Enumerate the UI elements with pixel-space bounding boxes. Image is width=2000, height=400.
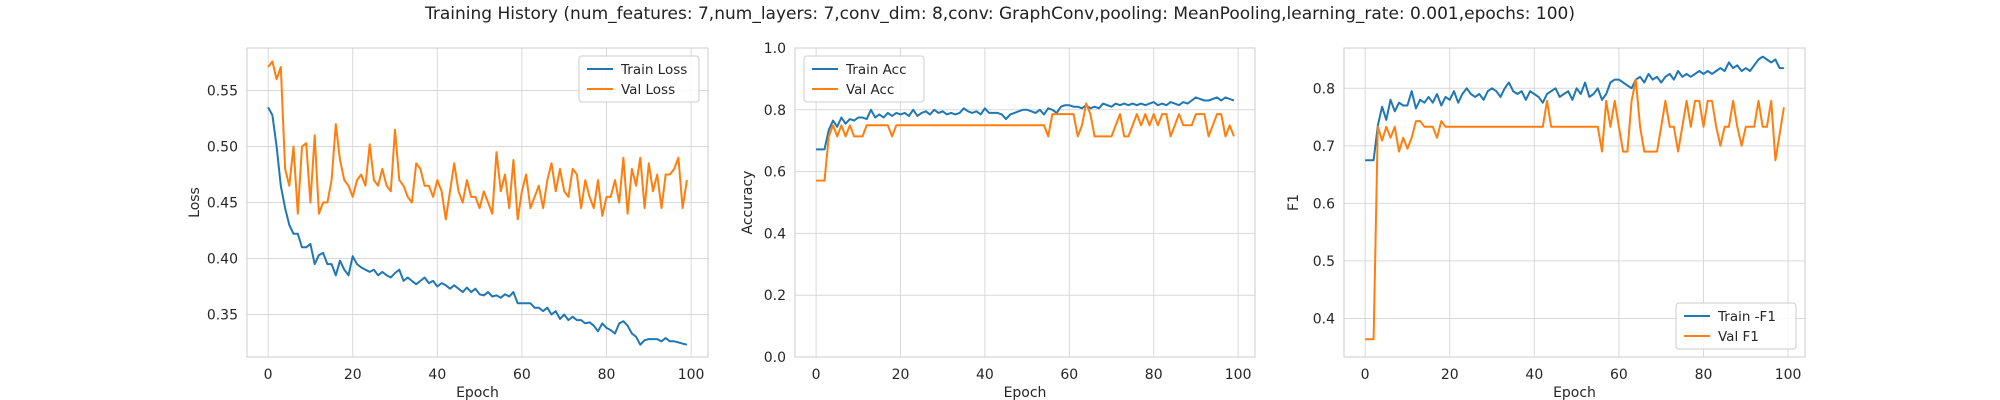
series-line-train-f1 [1365,55,1784,162]
legend-label: Train Loss [620,62,687,78]
y-tick-label: 0.45 [207,196,238,212]
axes-frame [1343,47,1806,358]
y-tick-label: 1.0 [764,41,786,57]
series-line-val-acc [816,102,1235,182]
x-axis-label: Epoch [1553,385,1596,400]
legend: Train -F1 Val F1 [1675,302,1797,350]
x-tick-label: 0 [264,367,273,383]
legend-label: Train Acc [845,62,907,78]
y-tick-label: 0.35 [207,307,238,323]
x-tick-label: 100 [1225,367,1252,383]
y-axis-label: Accuracy [740,171,756,235]
x-tick-label: 100 [1775,367,1802,383]
x-tick-label: 20 [892,367,910,383]
x-tick-label: 60 [1060,367,1078,383]
legend: Train Loss Val Loss [578,55,700,103]
chart-panel-f1: 0 20 40 60 80 100 0.4 0.5 0.6 0.7 0.8 Epoch F1 Train … [1286,47,1806,400]
legend-box [803,55,925,103]
y-tick-label: 0.2 [764,288,786,304]
x-tick-label: 80 [1145,367,1163,383]
x-tick-label: 80 [598,367,616,383]
y-tick-label: 0.8 [764,103,786,119]
x-tick-label: 80 [1695,367,1713,383]
y-tick-label: 0.6 [764,165,786,181]
chart-panel-acc: 0 20 40 60 80 100 0.0 0.2 0.4 0.6 0.8 1.0 Epoch Accur… [740,41,1256,400]
legend-label: Val Acc [846,82,894,98]
legend-label: Val Loss [621,82,675,98]
x-tick-label: 40 [1525,367,1543,383]
x-tick-label: 20 [1441,367,1459,383]
legend-label: Val F1 [1718,329,1759,345]
axes-frame [246,47,709,358]
x-tick-label: 40 [428,367,446,383]
y-tick-label: 0.55 [207,84,238,100]
x-tick-label: 100 [678,367,705,383]
legend: Train Acc Val Acc [803,55,925,103]
x-tick-label: 0 [1361,367,1370,383]
series-line-train-loss [267,106,688,346]
legend-box [578,55,700,103]
y-axis-label: Loss [187,187,203,218]
y-tick-label: 0.5 [1313,254,1335,270]
y-tick-label: 0.40 [207,251,238,267]
axes-frame [794,47,1256,358]
x-tick-label: 20 [344,367,362,383]
legend-label: Train -F1 [1717,309,1776,325]
legend-box [1675,302,1797,350]
x-axis-label: Epoch [1004,385,1047,400]
x-tick-label: 60 [1610,367,1628,383]
y-tick-label: 0.4 [1313,311,1335,327]
y-tick-label: 0.4 [764,226,786,242]
x-tick-label: 60 [513,367,531,383]
series-line-train-acc [816,96,1235,151]
y-tick-label: 0.8 [1313,81,1335,97]
series-line-val-f1 [1365,78,1785,341]
chart-panel-loss: 0 20 40 60 80 100 0.35 0.40 0.45 0.50 0.55 Epoch Los… [187,47,709,400]
y-axis-label: F1 [1286,194,1302,211]
y-tick-label: 0.0 [764,350,786,366]
x-axis-label: Epoch [456,385,499,400]
y-tick-label: 0.6 [1313,196,1335,212]
x-tick-label: 0 [812,367,821,383]
series-line-val-loss [267,60,688,221]
figure-title: Training History (num_features: 7,num_la… [425,4,1575,24]
y-tick-label: 0.7 [1313,139,1335,155]
y-tick-label: 0.50 [207,140,238,156]
x-tick-label: 40 [976,367,994,383]
